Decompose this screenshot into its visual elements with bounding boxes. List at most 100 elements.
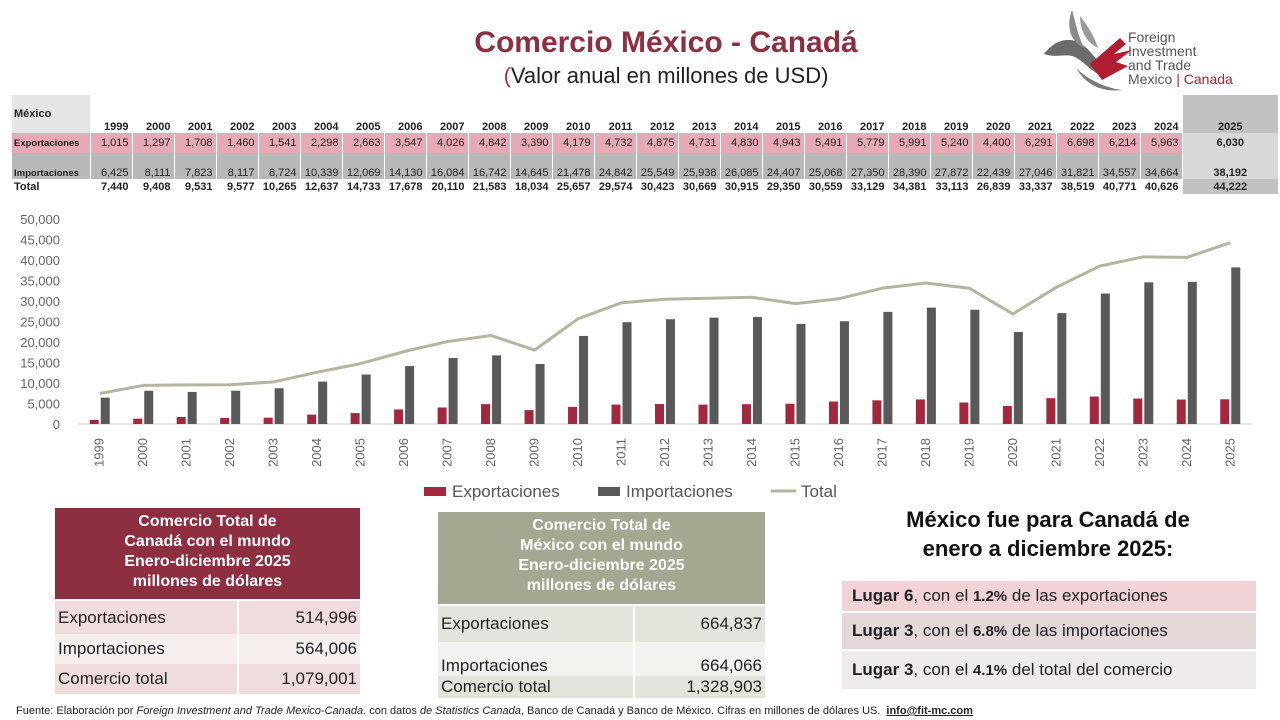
total-cell: 38,519 <box>1055 179 1098 194</box>
import-cell: 22,439 <box>971 153 1014 179</box>
total-cell: 29,574 <box>593 179 636 194</box>
y-tick-label: 30,000 <box>20 294 60 309</box>
bar-exportaciones <box>133 418 143 424</box>
mexico-world-header: Comercio Total de México con el mundo En… <box>438 512 765 604</box>
bar-exportaciones <box>1133 398 1143 424</box>
export-cell: 2,663 <box>341 133 384 153</box>
bar-exportaciones <box>828 401 838 424</box>
import-cell: 31,821 <box>1055 153 1098 179</box>
x-tick-label: 2016 <box>831 438 846 467</box>
total-cell: 7,440 <box>89 179 132 194</box>
bar-exportaciones <box>1046 398 1056 424</box>
total-cell: 40,626 <box>1139 179 1182 194</box>
export-cell: 4,842 <box>467 133 510 153</box>
ranking-title: México fue para Canadá de enero a diciem… <box>840 505 1256 563</box>
total-cell: 25,657 <box>551 179 594 194</box>
year-cell: 2007 <box>425 95 468 133</box>
bar-importaciones <box>1144 282 1154 424</box>
import-cell: 25,549 <box>635 153 678 179</box>
total-cell: 33,129 <box>845 179 888 194</box>
bar-importaciones <box>579 335 589 424</box>
page-title: Comercio México - Canadá <box>474 26 858 59</box>
x-tick-label: 2007 <box>440 438 455 467</box>
year-cell: 2008 <box>467 95 510 133</box>
ranking-total: Lugar 3, con el 4.1% del total del comer… <box>842 651 1256 689</box>
source-part: Fuente: Elaboración por <box>16 705 137 717</box>
bar-importaciones <box>274 388 284 424</box>
rank-pct: 6.8% <box>972 622 1008 640</box>
bar-importaciones <box>666 319 675 424</box>
year-cell: 2024 <box>1139 95 1182 133</box>
header-line: Comercio Total de <box>532 517 671 534</box>
import-cell: 21,478 <box>551 153 594 179</box>
import-cell: 12,069 <box>341 153 384 179</box>
cell-value: 1,079,001 <box>237 664 360 694</box>
logo-line: Investment <box>1128 43 1197 59</box>
bar-importaciones <box>883 311 893 424</box>
total-cell: 17,678 <box>383 179 426 194</box>
bar-importaciones <box>926 307 936 424</box>
import-cell: 27,046 <box>1013 153 1056 179</box>
header-line: Enero-diciembre 2025 <box>124 553 291 570</box>
x-tick-label: 2005 <box>353 438 368 467</box>
y-tick-label: 5,000 <box>27 397 60 412</box>
x-tick-label: 2025 <box>1222 438 1237 467</box>
cell-label: Exportaciones <box>438 606 634 642</box>
x-tick-label: 2024 <box>1179 438 1194 467</box>
bar-importaciones <box>622 322 632 424</box>
ranking-imports: Lugar 3, con el 6.8% de las importacione… <box>842 613 1256 649</box>
total-cell: 44,222 <box>1181 179 1278 194</box>
import-cell: 28,390 <box>887 153 930 179</box>
total-cell: 9,531 <box>173 179 216 194</box>
y-tick-label: 0 <box>53 417 60 432</box>
bar-exportaciones <box>915 399 925 424</box>
export-cell: 1,708 <box>173 133 216 153</box>
export-cell: 5,779 <box>845 133 888 153</box>
total-cell: 30,669 <box>677 179 720 194</box>
header-line: Comercio Total de <box>138 513 277 530</box>
bar-exportaciones <box>220 418 230 424</box>
bar-exportaciones <box>481 404 491 424</box>
import-cell: 8,111 <box>131 153 174 179</box>
mexico-world-table: Exportaciones 664,837 Importaciones 664,06… <box>438 606 765 698</box>
cell-label: Comercio total <box>438 676 634 698</box>
rank-rest: de las importaciones <box>1007 621 1168 640</box>
legend-label-total: Total <box>801 482 837 501</box>
export-cell: 4,179 <box>551 133 594 153</box>
cell-value: 664,066 <box>633 642 765 676</box>
header-line: millones de dólares <box>526 577 677 594</box>
export-cell: 2,298 <box>299 133 342 153</box>
x-tick-label: 2009 <box>527 438 542 467</box>
year-cell: 2006 <box>383 95 426 133</box>
export-cell: 6,698 <box>1055 133 1098 153</box>
rank-pct: 1.2% <box>972 587 1008 605</box>
total-cell: 9,577 <box>215 179 258 194</box>
bar-exportaciones <box>655 404 664 424</box>
email-link[interactable]: info@fit-mc.com <box>886 705 973 717</box>
export-cell: 6,291 <box>1013 133 1056 153</box>
total-cell: 34,381 <box>887 179 930 194</box>
annual-trade-table: México 1999 2000 2001 2002 2003 2004 2005 2006 20… <box>12 95 1278 194</box>
total-cell: 26,839 <box>971 179 1014 194</box>
total-cell: 10,265 <box>257 179 300 194</box>
year-cell: 2015 <box>761 95 804 133</box>
year-cell: 2016 <box>803 95 846 133</box>
fit-mc-logo <box>1044 10 1132 91</box>
bar-exportaciones <box>611 404 621 424</box>
logo-canada: Canada <box>1183 71 1233 87</box>
year-cell: 2025 <box>1181 95 1278 133</box>
import-cell: 8,724 <box>257 153 300 179</box>
x-tick-label: 2008 <box>483 438 498 467</box>
rank-pct: 4.1% <box>972 661 1008 679</box>
year-cell: 1999 <box>89 95 132 133</box>
export-cell: 1,460 <box>215 133 258 153</box>
total-cell: 18,034 <box>509 179 552 194</box>
x-tick-label: 2018 <box>918 438 933 467</box>
export-cell: 6,214 <box>1097 133 1140 153</box>
bar-importaciones <box>231 390 241 424</box>
export-cell: 3,547 <box>383 133 426 153</box>
line-total <box>99 241 1231 395</box>
y-tick-label: 45,000 <box>20 233 60 248</box>
year-cell: 2004 <box>299 95 342 133</box>
header-line: Canadá con el mundo <box>124 533 291 550</box>
